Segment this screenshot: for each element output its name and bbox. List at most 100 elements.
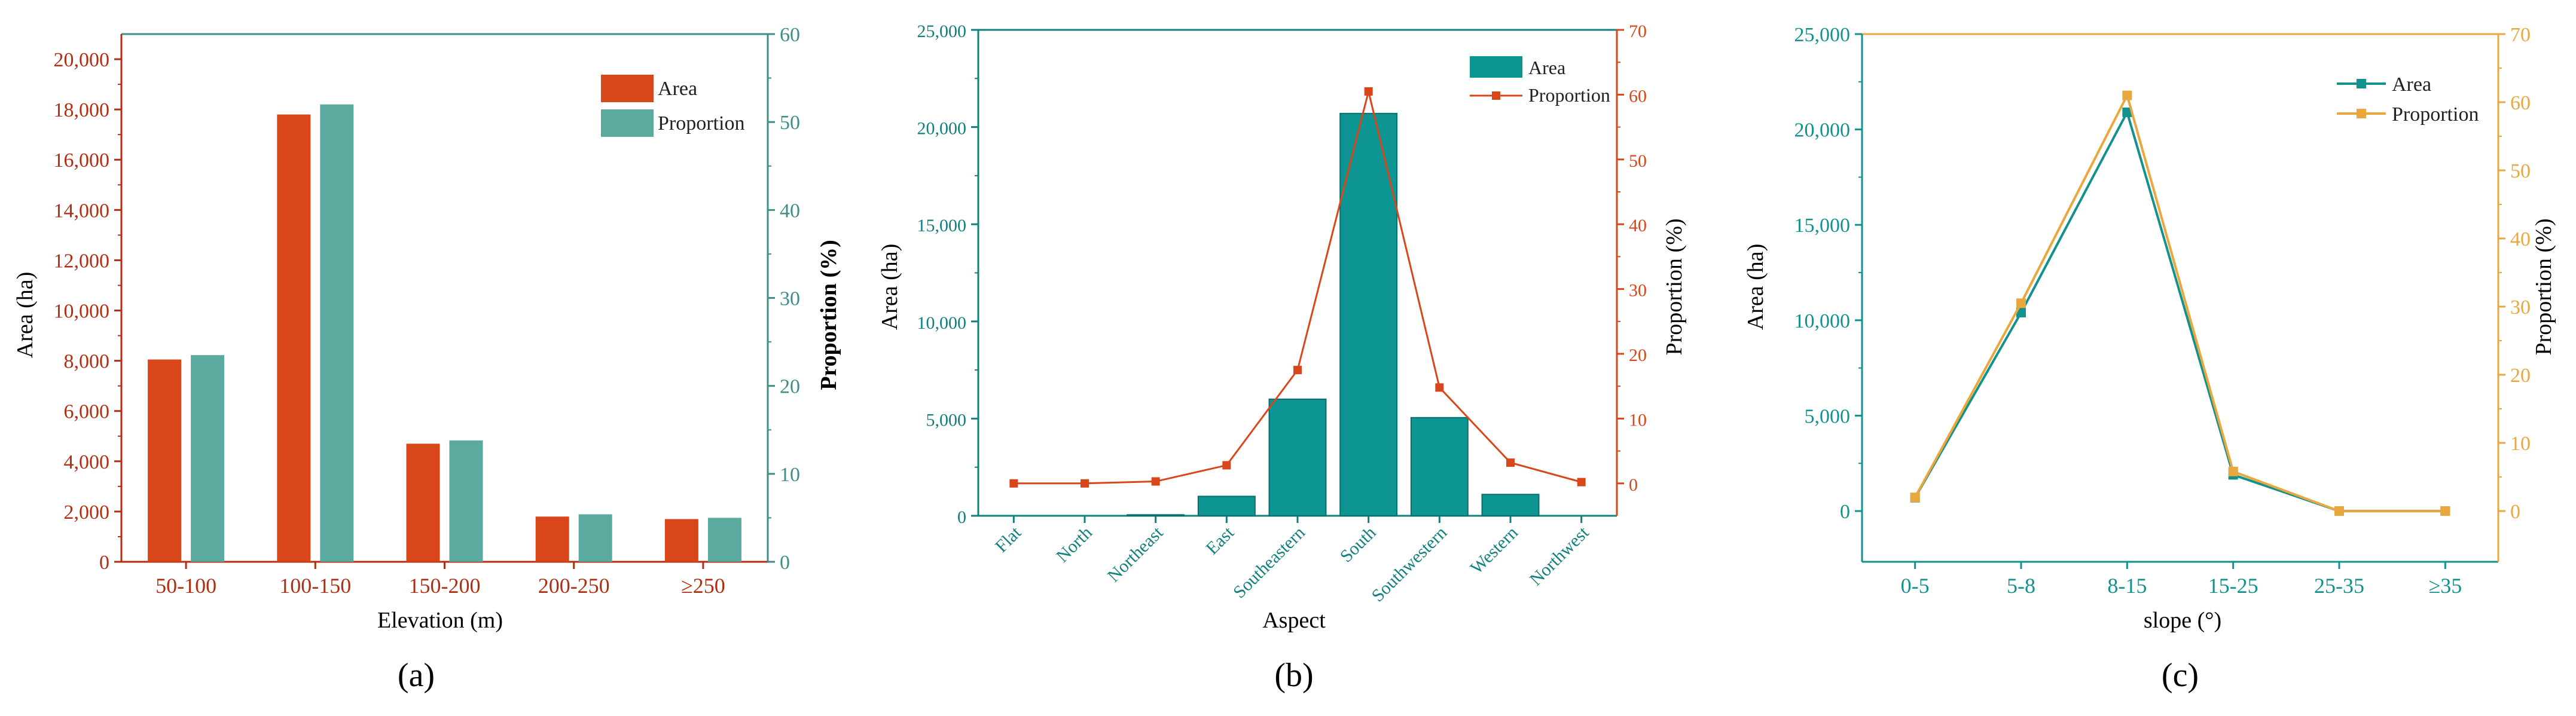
panel-a-y-tick-label: 12,000: [54, 250, 110, 272]
panel-c-point-proportion: [2440, 506, 2450, 516]
panel-c-y2-tick-label: 30: [2510, 296, 2531, 319]
panel-c-y2-tick-label: 60: [2510, 92, 2531, 114]
panel-b-point-proportion: [1151, 477, 1160, 486]
panel-c-point-area: [2016, 308, 2026, 318]
panel-b-bar-area: [1127, 514, 1185, 517]
panel-a-legend-label-proportion: Proportion: [658, 112, 744, 134]
panel-c-x-tick-label: 8-15: [2107, 574, 2147, 598]
panel-c-point-proportion: [2122, 90, 2132, 100]
panel-a-y2-tick-label: 30: [780, 288, 800, 310]
panel-a-y-tick-label: 10,000: [54, 301, 110, 323]
panel-b-y-tick-label: 20,000: [917, 119, 967, 139]
panel-a-bar-proportion: [578, 514, 612, 562]
panel-b-label: (b): [1274, 657, 1313, 694]
panel-c-label: (c): [2162, 657, 2199, 694]
panel-a-bar-area: [277, 114, 311, 562]
panel-b-y2-tick-label: 40: [1629, 216, 1647, 235]
panel-b-y-label: Area (ha): [877, 244, 902, 331]
panel-b-x-tick-label: Southwestern: [1368, 523, 1451, 606]
panel-a-y-tick-label: 0: [99, 552, 109, 574]
panel-c-legend-label-proportion: Proportion: [2392, 103, 2479, 126]
panel-a-y2-tick-label: 0: [780, 552, 790, 574]
panel-b-y2-tick-label: 60: [1629, 86, 1647, 106]
panel-a-x-label: Elevation (m): [377, 608, 503, 633]
panel-a-y-tick-label: 16,000: [54, 149, 110, 172]
panel-b-x-tick-label: Southeastern: [1229, 523, 1309, 602]
panel-c-x-tick-label: 15-25: [2208, 574, 2258, 598]
panel-c-y2-label: Proportion (%): [2531, 218, 2556, 355]
panel-c-point-proportion: [2228, 466, 2238, 476]
panel-a-bar-proportion: [191, 355, 225, 562]
panel-c-y2-tick-label: 0: [2510, 501, 2520, 523]
panel-a-bar-area: [406, 443, 440, 562]
panel-c-line-proportion: [1913, 92, 2446, 513]
panel-c-legend-marker-area: [2357, 79, 2366, 88]
panel-a-bar-proportion: [320, 104, 354, 562]
panel-c-y-tick-label: 5,000: [1805, 405, 1851, 427]
panel-a-bar-area: [664, 519, 698, 562]
panel-c-y-tick-label: 25,000: [1794, 24, 1851, 46]
panel-b-y-tick-label: 0: [957, 507, 966, 527]
panel-a-legend-swatch-proportion: [601, 109, 654, 137]
panel-b-point-proportion: [1009, 479, 1018, 488]
panel-c-line-area: [1913, 109, 2446, 513]
panel-c-y2-tick-label: 50: [2510, 160, 2531, 182]
panel-b-y2-tick-label: 50: [1629, 151, 1647, 171]
panel-a-y2-tick-label: 20: [780, 376, 800, 398]
panel-b-x-tick-label: Western: [1467, 523, 1522, 578]
panel-b-x-tick-label: Northeast: [1104, 522, 1167, 586]
panel-a-y2-tick-label: 40: [780, 200, 800, 222]
panel-b-x-tick-label: East: [1202, 522, 1238, 558]
panel-c-y-tick-label: 15,000: [1794, 215, 1851, 237]
panel-b: Area (ha) Proportion (%) Aspect (b) 0 5,0…: [877, 22, 1687, 694]
panel-a-y2-tick-label: 10: [780, 464, 800, 486]
panel-c-legend-label-area: Area: [2392, 74, 2431, 96]
panel-b-y2-tick-label: 20: [1629, 345, 1647, 365]
panel-b-point-proportion: [1506, 458, 1515, 467]
panel-a-y-tick-label: 14,000: [54, 200, 110, 222]
panel-c-y-tick-label: 20,000: [1794, 120, 1851, 142]
panel-b-legend-swatch-area: [1470, 56, 1522, 78]
panel-a-y2-tick-label: 50: [780, 112, 800, 134]
panel-b-legend-label-area: Area: [1528, 57, 1565, 78]
panel-a-x-tick-label: ≥250: [681, 574, 725, 598]
panel-b-y-tick-label: 5,000: [926, 410, 967, 430]
panel-b-x-tick-label: South: [1336, 523, 1380, 567]
panel-b-y-tick-label: 10,000: [917, 313, 967, 333]
panel-a-y-tick-label: 4,000: [64, 451, 110, 473]
panel-b-y2-label: Proportion (%): [1662, 218, 1687, 355]
panel-b-x-label: Aspect: [1262, 608, 1326, 633]
panel-b-bar-area: [1481, 494, 1540, 517]
panel-a-x-tick-label: 200-250: [538, 574, 610, 598]
panel-b-point-proportion: [1577, 478, 1586, 486]
panel-b-bar-area: [1410, 417, 1469, 516]
panel-a-bar-proportion: [449, 440, 483, 562]
panel-a-x-tick-label: 100-150: [279, 574, 351, 598]
panel-a-x-tick-label: 150-200: [409, 574, 481, 598]
panel-a-label: (a): [398, 657, 435, 694]
panel-b-bar-area: [1268, 398, 1327, 516]
panel-b-bar-area: [1339, 112, 1398, 516]
panel-a-y-tick-label: 6,000: [64, 401, 110, 423]
panel-c-y2-tick-label: 70: [2510, 24, 2531, 46]
panel-c-y2-tick-label: 20: [2510, 365, 2531, 387]
panel-a-y2-label: Proportion (%): [816, 240, 841, 390]
panel-c-y-label: Area (ha): [1743, 244, 1768, 331]
panel-a-x-tick-label: 50-100: [155, 574, 216, 598]
panel-b-x-tick-label: Northwest: [1526, 522, 1593, 589]
panel-a-y-tick-label: 8,000: [64, 351, 110, 373]
panel-c-x-label: slope (°): [2144, 608, 2221, 633]
panel-c-point-proportion: [1910, 492, 1920, 503]
panel-b-point-proportion: [1364, 87, 1373, 96]
panel-a-y-tick-label: 2,000: [64, 501, 110, 524]
panel-b-y-tick-label: 15,000: [917, 216, 967, 235]
panel-c-legend-marker-proportion: [2357, 109, 2366, 118]
panel-b-point-proportion: [1293, 366, 1302, 375]
panel-a-y2-tick-label: 60: [780, 24, 800, 46]
panel-c-point-area: [2122, 107, 2132, 117]
panel-a-y-tick-label: 20,000: [54, 49, 110, 71]
panel-b-bar-area: [1197, 495, 1256, 516]
panel-b-x-tick-label: Flat: [991, 522, 1025, 556]
panel-b-x-tick-label: North: [1052, 523, 1096, 567]
